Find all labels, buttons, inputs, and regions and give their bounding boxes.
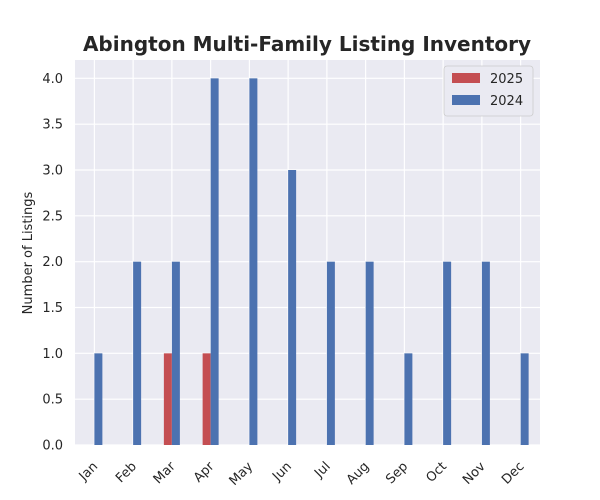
bar-2024-jan <box>94 353 103 445</box>
x-tick-label-nov: Nov <box>460 459 489 488</box>
bar-2025-mar <box>163 353 172 445</box>
legend-items: 2025 2024 <box>452 72 523 109</box>
bar-2024-aug <box>365 261 374 445</box>
y-tick-label-3: 1.5 <box>42 301 63 316</box>
y-tick-label-0: 0.0 <box>42 439 63 454</box>
x-tick-label-oct: Oct <box>423 459 450 486</box>
bar-2024-apr <box>210 78 219 445</box>
x-tick-label-mar: Mar <box>151 459 179 487</box>
y-tick-label-5: 2.5 <box>42 209 63 224</box>
y-tick-label-6: 3.0 <box>42 164 63 179</box>
bar-2024-oct <box>443 261 452 445</box>
y-tick-label-7: 3.5 <box>42 118 63 133</box>
bar-2024-sep <box>404 353 413 445</box>
x-tick-label-apr: Apr <box>191 459 218 486</box>
bar-2025-apr <box>202 353 211 445</box>
y-axis-label: Number of Listings <box>21 191 36 314</box>
legend-swatch-2024 <box>452 95 480 105</box>
bars <box>94 78 529 445</box>
x-tick-label-jan: Jan <box>76 459 101 484</box>
legend-label-2024: 2024 <box>490 94 523 109</box>
x-tick-label-may: May <box>227 459 257 489</box>
y-axis-ticks: 0.0 0.5 1.0 1.5 2.0 2.5 3.0 3.5 4.0 <box>42 72 63 454</box>
x-tick-label-aug: Aug <box>344 459 373 488</box>
bar-2024-nov <box>481 261 490 445</box>
bar-2024-jun <box>288 170 297 445</box>
chart-title: Abington Multi-Family Listing Inventory <box>83 32 531 56</box>
plot-area <box>75 60 540 445</box>
x-tick-label-jul: Jul <box>311 459 333 481</box>
x-tick-label-feb: Feb <box>113 459 140 486</box>
legend-label-2025: 2025 <box>490 72 523 87</box>
bar-2024-may <box>249 78 258 445</box>
legend-swatch-2025 <box>452 73 480 83</box>
x-tick-label-sep: Sep <box>383 459 411 487</box>
y-tick-label-4: 2.0 <box>42 255 63 270</box>
bar-2024-jul <box>326 261 335 445</box>
bar-2024-dec <box>520 353 529 445</box>
x-tick-label-jun: Jun <box>269 459 295 485</box>
legend: 2025 2024 <box>443 65 534 117</box>
y-tick-label-8: 4.0 <box>42 72 63 87</box>
x-tick-label-dec: Dec <box>499 459 527 487</box>
bar-2024-feb <box>133 261 142 445</box>
bar-2024-mar <box>171 261 180 445</box>
y-tick-label-1: 0.5 <box>42 393 63 408</box>
y-tick-label-2: 1.0 <box>42 347 63 362</box>
x-axis-ticks: Jan Feb Mar Apr May Jun Jul Aug Sep Oct Nov Dec <box>76 459 528 489</box>
